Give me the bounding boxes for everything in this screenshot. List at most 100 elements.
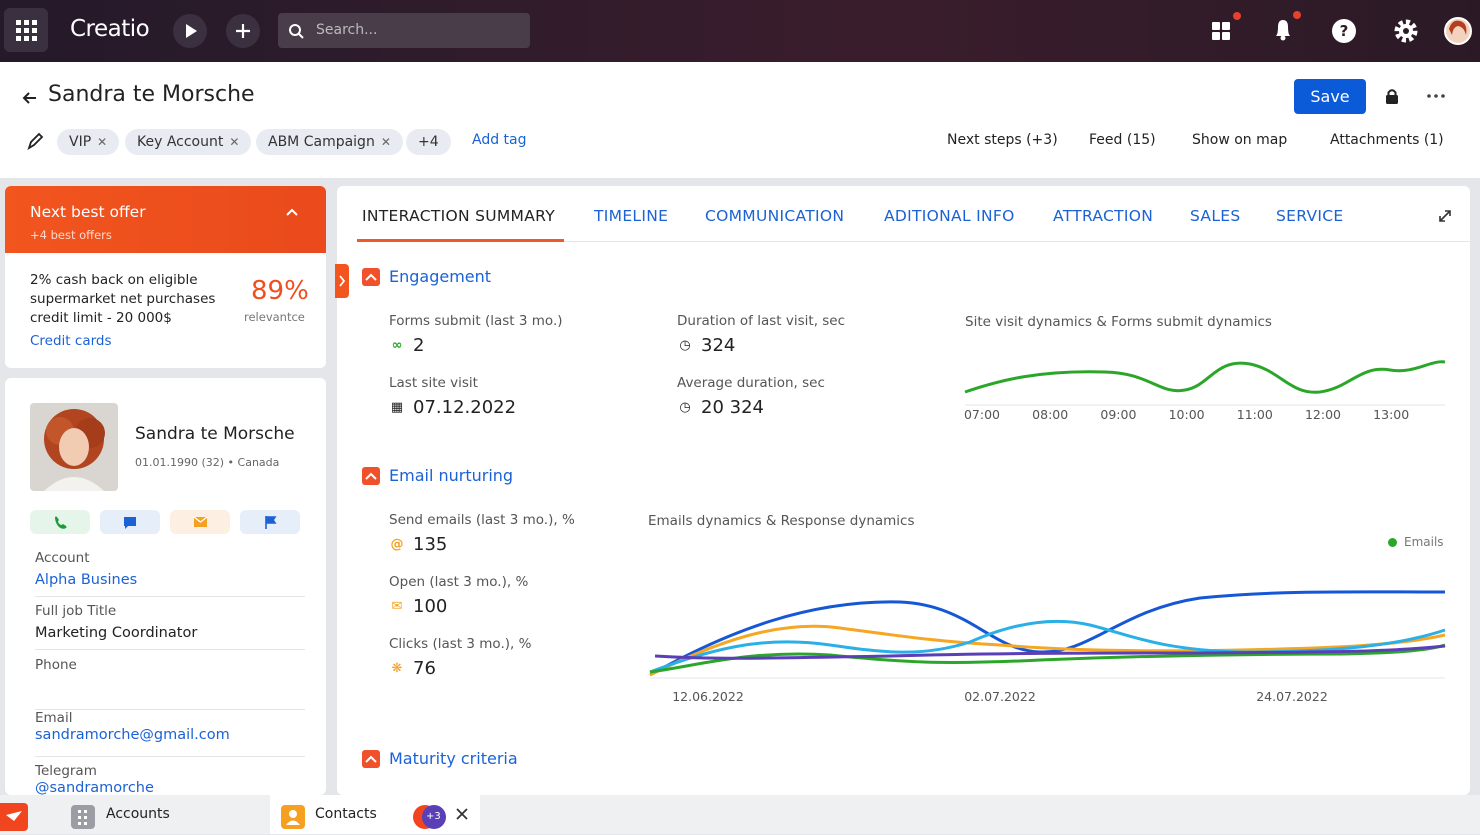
email-button[interactable] (170, 510, 230, 534)
header-link[interactable]: Attachments (1) (1330, 132, 1444, 148)
header-link[interactable]: Next steps (+3) (947, 132, 1058, 148)
chat-button[interactable] (100, 510, 160, 534)
metric-label: Send emails (last 3 mo.), % (389, 512, 575, 528)
maturity-collapse[interactable] (362, 750, 380, 768)
field-value[interactable]: sandramorche@gmail.com (35, 727, 230, 743)
tab-stack-icon (413, 805, 446, 829)
add-button[interactable] (225, 13, 261, 49)
flag-button[interactable] (240, 510, 300, 534)
apps-icon[interactable] (1208, 10, 1242, 44)
call-button[interactable] (30, 510, 90, 534)
field-value[interactable]: Alpha Busines (35, 572, 138, 588)
tab[interactable]: SALES (1190, 207, 1241, 225)
more-menu[interactable] (1426, 90, 1446, 102)
tabs-divider (357, 241, 1470, 242)
metric-value: 2 (413, 335, 425, 356)
tag-label: Key Account (137, 134, 224, 150)
metric-label: Clicks (last 3 mo.), % (389, 636, 532, 652)
legend-label: Emails (1404, 535, 1444, 549)
search-icon (289, 24, 304, 39)
save-button[interactable]: Save (1294, 79, 1366, 114)
tag-label: VIP (69, 134, 92, 150)
x-tick-label: 09:00 (1100, 407, 1137, 422)
panel-toggle[interactable] (335, 264, 349, 298)
tab[interactable]: TIMELINE (594, 207, 669, 225)
tab[interactable]: INTERACTION SUMMARY (362, 207, 555, 225)
metric-label: Open (last 3 mo.), % (389, 574, 529, 590)
site-visit-chart (964, 360, 1446, 406)
settings-icon[interactable] (1393, 18, 1419, 44)
user-avatar[interactable] (1444, 17, 1472, 45)
field-divider (35, 756, 305, 757)
add-tag[interactable]: Add tag (472, 132, 527, 148)
offer-percent-caption: relevantce (244, 310, 305, 324)
tag-remove[interactable]: ✕ (229, 135, 240, 149)
x-tick-label: 02.07.2022 (964, 689, 1036, 704)
metric-icon: ∞ (391, 338, 403, 353)
metric-icon: @ (390, 537, 404, 552)
notifications-icon[interactable] (1268, 10, 1302, 44)
top-bar: Creatio Search... ? (0, 0, 1480, 62)
back-button[interactable] (20, 88, 40, 108)
tag-remove[interactable]: ✕ (380, 135, 391, 149)
field-label: Telegram (35, 763, 97, 779)
line-purple (654, 644, 1446, 660)
search-box[interactable]: Search... (278, 13, 530, 48)
header-link[interactable]: Show on map (1192, 132, 1288, 148)
offer-header[interactable]: Next best offer +4 best offers (5, 186, 326, 253)
metric-label: Last site visit (389, 375, 478, 391)
home-button[interactable] (0, 803, 28, 831)
tag-remove[interactable]: ✕ (97, 135, 108, 149)
more-tags[interactable]: +4 (406, 129, 451, 155)
line-blue (649, 590, 1446, 677)
metric-icon: ◷ (679, 338, 691, 353)
record-title: Sandra te Morsche (48, 82, 255, 107)
tag[interactable]: Key Account ✕ (125, 129, 252, 155)
brand: Creatio (70, 16, 150, 42)
offer-link[interactable]: Credit cards (30, 333, 112, 349)
edit-icon[interactable] (24, 130, 46, 152)
tag[interactable]: ABM Campaign ✕ (256, 129, 403, 155)
help-icon[interactable]: ? (1331, 18, 1357, 44)
field-value[interactable]: @sandramorche (35, 780, 154, 795)
metric-value: 07.12.2022 (413, 397, 517, 418)
offer-card: Next best offer +4 best offers 2% cash b… (5, 186, 326, 368)
tab[interactable]: COMMUNICATION (705, 207, 845, 225)
flag-icon (265, 516, 277, 529)
metric-icon: ❋ (391, 661, 403, 676)
field-label: Email (35, 710, 73, 726)
metric-icon: ◷ (679, 400, 691, 415)
run-button[interactable] (172, 13, 208, 49)
taskbar-item[interactable]: Accounts (106, 806, 170, 822)
logo-icon (6, 811, 22, 821)
section-title: Engagement (389, 267, 492, 286)
field-label: Full job Title (35, 603, 117, 619)
app-menu[interactable] (4, 8, 48, 52)
field-value: Marketing Coordinator (35, 625, 198, 641)
metric-value: 20 324 (701, 397, 764, 418)
lock-icon[interactable] (1383, 87, 1401, 105)
accounts-icon (71, 805, 95, 829)
tab[interactable]: SERVICE (1276, 207, 1344, 225)
metric-value: 76 (413, 658, 436, 679)
line-green (649, 643, 1446, 674)
section-title: Email nurturing (389, 466, 514, 485)
metric-icon: ▦ (390, 400, 404, 415)
close-button[interactable] (455, 807, 469, 821)
metric-value: 324 (701, 335, 736, 356)
taskbar-item[interactable]: Contacts (315, 806, 377, 822)
chevron-icon (365, 755, 377, 763)
svg-text:?: ? (1340, 22, 1349, 40)
header-link[interactable]: Feed (15) (1089, 132, 1156, 148)
tag[interactable]: VIP ✕ (57, 129, 120, 155)
tab[interactable]: ATTRACTION (1053, 207, 1154, 225)
tab[interactable]: ADITIONAL INFO (884, 207, 1015, 225)
taskbar-badge[interactable]: +3 (426, 811, 441, 822)
x-tick-label: 08:00 (1032, 407, 1069, 422)
metric-value: 135 (413, 534, 448, 555)
email-chart (649, 590, 1446, 679)
engagement-collapse[interactable] (362, 268, 380, 286)
expand-icon[interactable] (1437, 208, 1453, 224)
email-collapse[interactable] (362, 467, 380, 485)
